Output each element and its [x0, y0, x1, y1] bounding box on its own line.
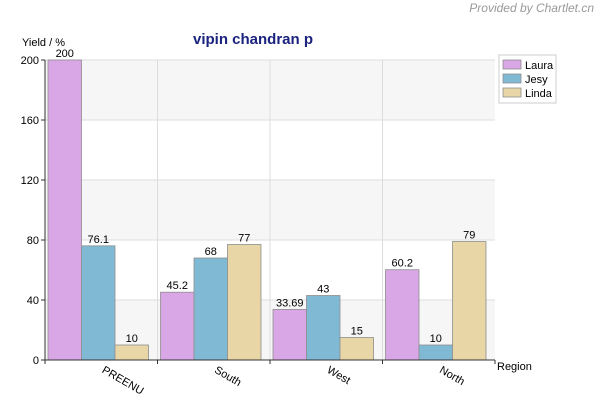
bar-linda	[452, 241, 487, 361]
x-axis-label: Region	[497, 361, 532, 373]
x-tick-label: South	[212, 364, 243, 389]
bar-jesy	[418, 344, 453, 361]
y-tick-label: 200	[21, 55, 39, 67]
legend-swatch-laura	[502, 59, 522, 70]
bar-jesy	[81, 245, 116, 361]
data-label: 10	[430, 333, 442, 345]
y-tick-label: 120	[21, 175, 39, 187]
bar-linda	[339, 337, 374, 361]
data-label: 60.2	[392, 258, 413, 270]
credit-text: Provided by Chartlet.cn	[469, 1, 594, 15]
x-tick-label: PREENU	[100, 364, 146, 397]
data-label: 33.69	[276, 297, 304, 309]
legend-label: Laura	[525, 60, 554, 72]
bar-laura	[160, 291, 195, 361]
y-tick-label: 40	[27, 295, 39, 307]
data-label: 76.1	[88, 234, 109, 246]
chart-title: vipin chandran p	[193, 31, 314, 48]
data-label: 68	[205, 246, 217, 258]
legend-label: Jesy	[525, 74, 548, 86]
x-tick-label: North	[437, 364, 466, 388]
bar-jesy	[193, 257, 228, 361]
legend-label: Linda	[525, 88, 553, 100]
y-axis-label: Yield / %	[22, 37, 66, 49]
bar-jesy	[306, 295, 341, 361]
data-label: 45.2	[167, 280, 188, 292]
data-label: 10	[126, 333, 138, 345]
bar-laura	[272, 309, 307, 361]
data-label: 200	[56, 48, 74, 60]
data-label: 79	[463, 230, 475, 242]
bar-linda	[114, 344, 149, 361]
y-tick-label: 0	[33, 355, 39, 367]
data-label: 15	[351, 326, 363, 338]
y-tick-label: 160	[21, 115, 39, 127]
bar-laura	[385, 269, 420, 361]
bar-linda	[227, 244, 262, 361]
data-label: 77	[238, 233, 250, 245]
legend-swatch-linda	[502, 87, 522, 98]
y-tick-label: 80	[27, 235, 39, 247]
data-label: 43	[317, 284, 329, 296]
x-tick-label: West	[325, 364, 353, 387]
bar-laura	[47, 59, 82, 361]
legend-swatch-jesy	[502, 73, 522, 84]
